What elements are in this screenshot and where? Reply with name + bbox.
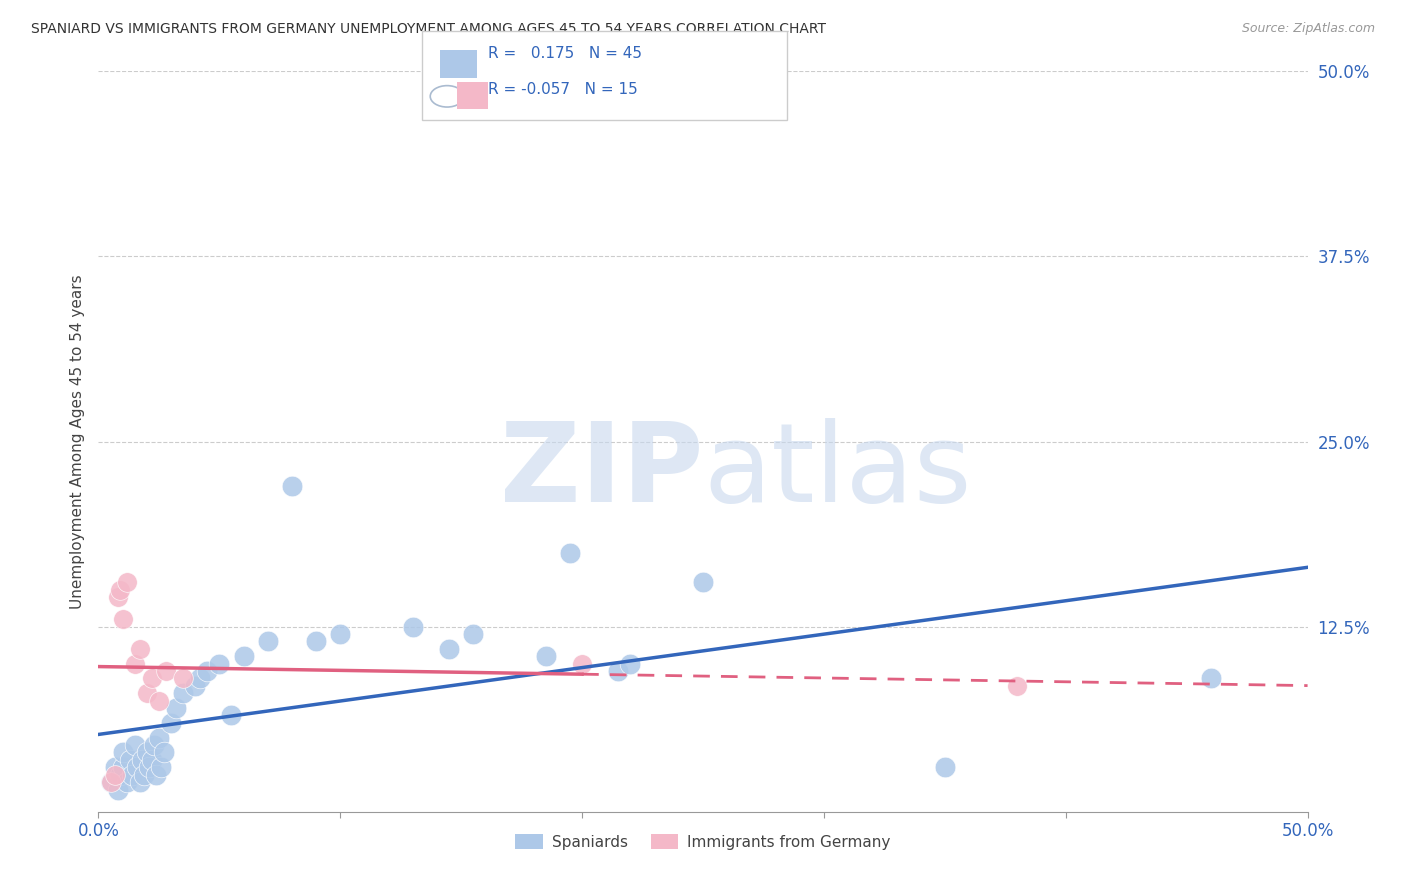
Point bbox=[558, 546, 581, 560]
Text: R = -0.057   N = 15: R = -0.057 N = 15 bbox=[488, 82, 638, 97]
Point bbox=[188, 672, 211, 686]
Point bbox=[692, 575, 714, 590]
Point bbox=[281, 479, 304, 493]
Point bbox=[221, 708, 243, 723]
Point bbox=[128, 641, 150, 656]
Point bbox=[145, 767, 167, 781]
Point bbox=[150, 760, 173, 774]
Point bbox=[256, 634, 278, 648]
Point bbox=[184, 679, 207, 693]
Point bbox=[111, 612, 134, 626]
Point bbox=[148, 731, 170, 745]
Point bbox=[124, 657, 146, 671]
Point bbox=[135, 746, 157, 760]
Point bbox=[571, 657, 593, 671]
Point bbox=[195, 664, 218, 678]
Point bbox=[111, 760, 134, 774]
Point bbox=[172, 672, 194, 686]
Text: Source: ZipAtlas.com: Source: ZipAtlas.com bbox=[1241, 22, 1375, 36]
Point bbox=[329, 627, 352, 641]
Point bbox=[141, 672, 163, 686]
Point bbox=[107, 782, 129, 797]
Point bbox=[607, 664, 630, 678]
Point bbox=[152, 746, 174, 760]
Point bbox=[138, 760, 160, 774]
Point bbox=[121, 767, 143, 781]
Point bbox=[148, 694, 170, 708]
Y-axis label: Unemployment Among Ages 45 to 54 years: Unemployment Among Ages 45 to 54 years bbox=[69, 274, 84, 609]
Point bbox=[172, 686, 194, 700]
Point bbox=[111, 746, 134, 760]
Point bbox=[124, 738, 146, 752]
Legend: Spaniards, Immigrants from Germany: Spaniards, Immigrants from Germany bbox=[509, 828, 897, 856]
Point bbox=[127, 760, 149, 774]
Point bbox=[135, 686, 157, 700]
Text: ZIP: ZIP bbox=[499, 417, 703, 524]
Point bbox=[534, 649, 557, 664]
Point bbox=[131, 753, 153, 767]
Point bbox=[463, 627, 485, 641]
Point bbox=[100, 775, 122, 789]
Point bbox=[117, 775, 139, 789]
Point bbox=[232, 649, 254, 664]
Point bbox=[160, 715, 183, 730]
Text: R =   0.175   N = 45: R = 0.175 N = 45 bbox=[488, 46, 643, 62]
Point bbox=[1007, 679, 1029, 693]
Point bbox=[107, 590, 129, 604]
Point bbox=[155, 664, 177, 678]
Point bbox=[165, 701, 187, 715]
Point bbox=[100, 775, 122, 789]
Point bbox=[437, 641, 460, 656]
Point bbox=[118, 753, 141, 767]
Text: atlas: atlas bbox=[703, 417, 972, 524]
Point bbox=[108, 767, 131, 781]
Point bbox=[104, 767, 127, 781]
Point bbox=[934, 760, 956, 774]
Point bbox=[134, 767, 156, 781]
Point bbox=[402, 619, 425, 633]
Point bbox=[128, 775, 150, 789]
Point bbox=[208, 657, 231, 671]
Point bbox=[108, 582, 131, 597]
Point bbox=[1199, 672, 1222, 686]
Text: SPANIARD VS IMMIGRANTS FROM GERMANY UNEMPLOYMENT AMONG AGES 45 TO 54 YEARS CORRE: SPANIARD VS IMMIGRANTS FROM GERMANY UNEM… bbox=[31, 22, 825, 37]
Point bbox=[619, 657, 641, 671]
Point bbox=[143, 738, 166, 752]
Point bbox=[141, 753, 163, 767]
Point bbox=[117, 575, 139, 590]
Point bbox=[104, 760, 127, 774]
Point bbox=[305, 634, 328, 648]
